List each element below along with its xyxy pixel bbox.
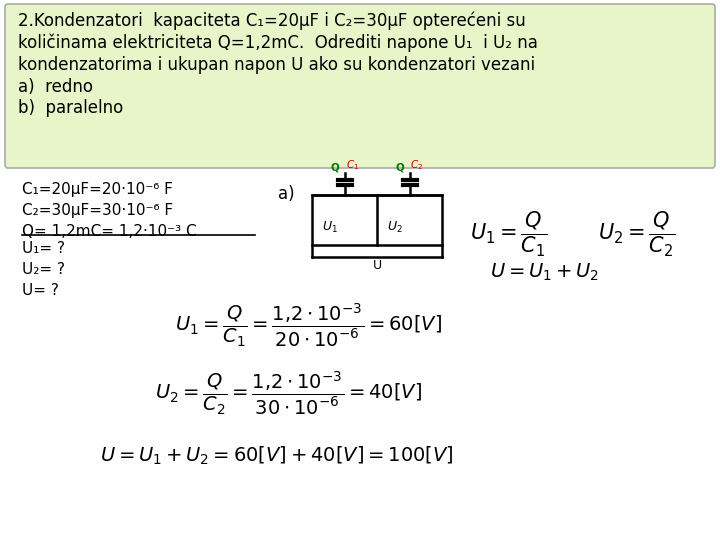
Text: C₁=20μF=20·10⁻⁶ F: C₁=20μF=20·10⁻⁶ F	[22, 182, 173, 197]
Text: U: U	[372, 259, 382, 272]
Text: $C_1$: $C_1$	[346, 158, 359, 172]
Text: kondenzatorima i ukupan napon U ako su kondenzatori vezani: kondenzatorima i ukupan napon U ako su k…	[18, 56, 535, 74]
Text: 2.Kondenzatori  kapaciteta C₁=20μF i C₂=30μF opterećeni su: 2.Kondenzatori kapaciteta C₁=20μF i C₂=3…	[18, 12, 526, 30]
Text: $\it{U}_{\mathit{1}} = \dfrac{\mathit{Q}}{\mathit{C}_{\mathit{1}}}$: $\it{U}_{\mathit{1}} = \dfrac{\mathit{Q}…	[470, 210, 547, 259]
Text: $\mathit{U}_{\mathit{1}} = \dfrac{\mathit{Q}}{\mathit{C}_{\mathit{1}}} = \dfrac{: $\mathit{U}_{\mathit{1}} = \dfrac{\mathi…	[175, 302, 442, 349]
Text: količinama elektriciteta Q=1,2mC.  Odrediti napone U₁  i U₂ na: količinama elektriciteta Q=1,2mC. Odredi…	[18, 34, 538, 52]
Text: $U_1$: $U_1$	[322, 220, 338, 235]
Text: Q: Q	[330, 162, 339, 172]
FancyBboxPatch shape	[5, 4, 715, 168]
Text: U₂= ?: U₂= ?	[22, 262, 65, 277]
Bar	[312, 195, 442, 245]
Text: a)  redno: a) redno	[18, 78, 93, 96]
Text: $\mathit{U} = \mathit{U}_1 + \mathit{U}_2$: $\mathit{U} = \mathit{U}_1 + \mathit{U}_…	[490, 262, 599, 284]
Text: Q= 1,2mC= 1,2·10⁻³ C: Q= 1,2mC= 1,2·10⁻³ C	[22, 224, 197, 239]
Text: Q: Q	[395, 162, 404, 172]
Text: b)  paralelno: b) paralelno	[18, 99, 123, 117]
Text: $\it{U}_{\mathit{2}} = \dfrac{\mathit{Q}}{\mathit{C}_{\mathit{2}}}$: $\it{U}_{\mathit{2}} = \dfrac{\mathit{Q}…	[598, 210, 675, 259]
Text: $U_2$: $U_2$	[387, 220, 402, 235]
Text: $\mathit{U} = \mathit{U}_1 + \mathit{U}_2 = 60[\mathit{V}] + 40[\mathit{V}] = 10: $\mathit{U} = \mathit{U}_1 + \mathit{U}_…	[100, 445, 454, 467]
Text: U₁= ?: U₁= ?	[22, 241, 65, 256]
Text: $\mathit{U}_{\mathit{2}} = \dfrac{\mathit{Q}}{\mathit{C}_{\mathit{2}}} = \dfrac{: $\mathit{U}_{\mathit{2}} = \dfrac{\mathi…	[155, 370, 422, 417]
Text: U= ?: U= ?	[22, 283, 59, 298]
Text: a): a)	[278, 185, 294, 203]
Text: $C_2$: $C_2$	[410, 158, 423, 172]
Text: C₂=30μF=30·10⁻⁶ F: C₂=30μF=30·10⁻⁶ F	[22, 203, 173, 218]
